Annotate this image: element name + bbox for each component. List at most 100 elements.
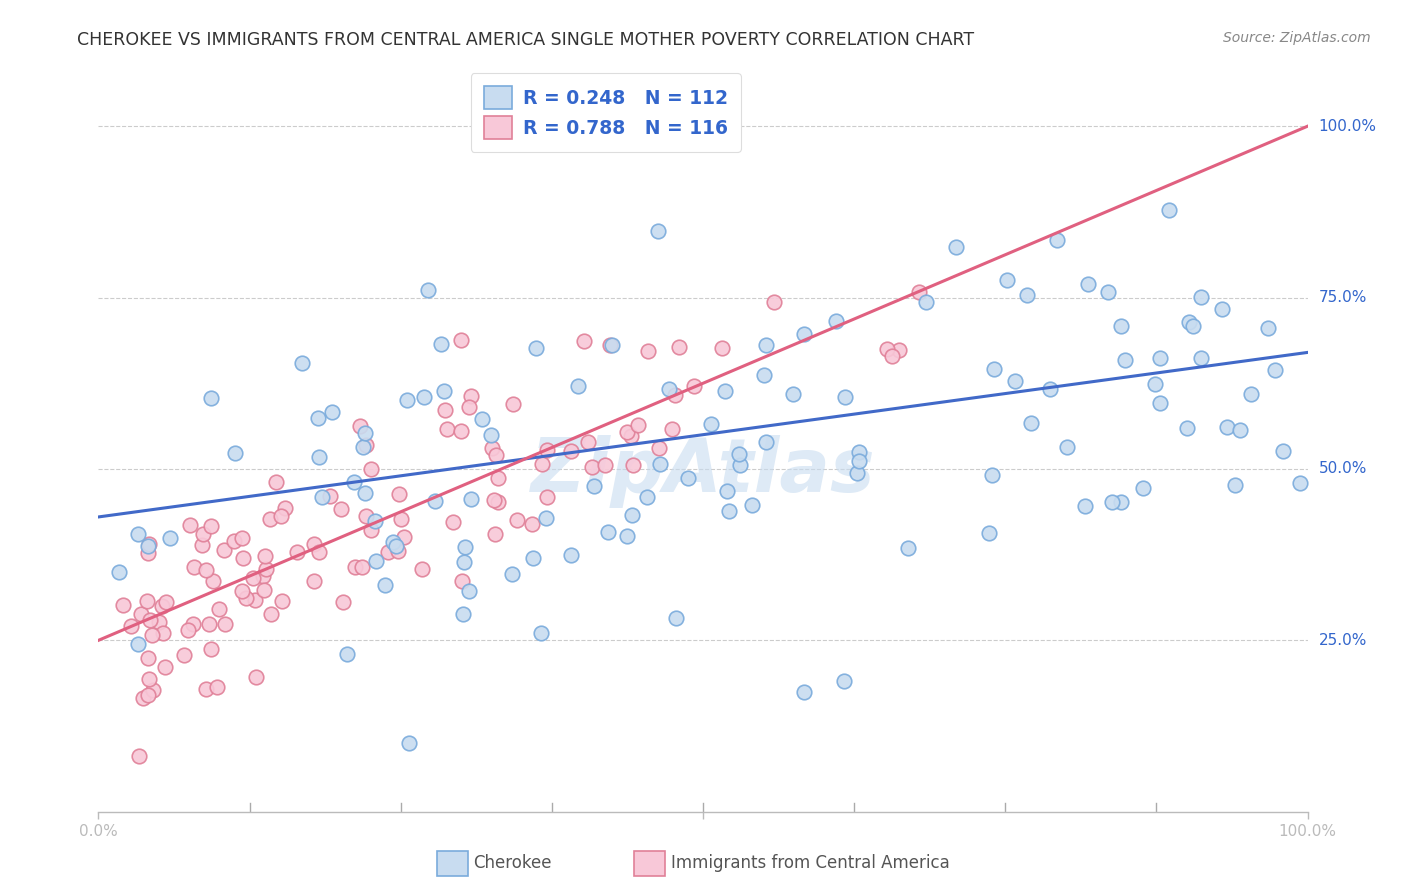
Point: [141, 628, 163, 642]
Point: [433, 384, 456, 399]
Point: [593, 458, 616, 473]
Point: [193, 527, 215, 541]
Point: [1114, 353, 1136, 368]
Point: [354, 425, 377, 440]
Point: [120, 619, 142, 633]
Point: [502, 397, 524, 411]
Text: 75.0%: 75.0%: [1319, 290, 1367, 305]
Point: [1056, 440, 1078, 454]
Point: [441, 515, 464, 529]
Point: [848, 454, 870, 468]
Point: [1257, 321, 1279, 335]
Point: [717, 504, 740, 518]
Point: [793, 327, 815, 342]
Point: [129, 607, 152, 621]
Point: [354, 486, 377, 500]
Point: [311, 490, 333, 504]
Point: [876, 342, 898, 356]
Point: [727, 447, 749, 461]
Point: [319, 489, 342, 503]
Point: [453, 607, 475, 622]
Point: [343, 560, 366, 574]
Point: [350, 560, 373, 574]
Point: [887, 343, 910, 358]
Point: [450, 333, 472, 347]
Point: [382, 535, 405, 549]
Point: [349, 419, 371, 434]
Point: [741, 499, 763, 513]
Point: [131, 690, 153, 705]
Point: [1223, 478, 1246, 492]
Point: [560, 548, 582, 562]
Point: [458, 400, 481, 414]
Point: [1157, 203, 1180, 218]
Point: [1074, 499, 1097, 513]
Point: [678, 470, 700, 484]
Point: [664, 388, 686, 402]
Text: Cherokee: Cherokee: [474, 855, 553, 872]
Point: [1149, 395, 1171, 409]
Point: [138, 673, 160, 687]
Point: [354, 508, 377, 523]
Point: [307, 410, 329, 425]
Point: [200, 392, 222, 406]
Point: [1101, 495, 1123, 509]
Point: [522, 551, 544, 566]
Point: [530, 457, 553, 471]
Text: CHEROKEE VS IMMIGRANTS FROM CENTRAL AMERICA SINGLE MOTHER POVERTY CORRELATION CH: CHEROKEE VS IMMIGRANTS FROM CENTRAL AMER…: [77, 31, 974, 49]
Point: [392, 529, 415, 543]
Point: [214, 616, 236, 631]
Point: [460, 389, 482, 403]
Point: [536, 490, 558, 504]
Point: [308, 450, 330, 464]
Point: [155, 594, 177, 608]
Point: [668, 340, 690, 354]
Text: ZipAtlas: ZipAtlas: [530, 434, 876, 508]
Point: [453, 555, 475, 569]
Point: [411, 562, 433, 576]
Point: [332, 594, 354, 608]
Point: [253, 583, 276, 598]
Point: [242, 571, 264, 585]
Point: [434, 402, 457, 417]
Point: [576, 434, 599, 449]
Point: [253, 549, 276, 564]
Point: [484, 527, 506, 541]
Point: [647, 224, 669, 238]
Point: [880, 349, 903, 363]
Point: [336, 647, 359, 661]
Point: [1109, 495, 1132, 509]
Point: [412, 390, 434, 404]
Point: [600, 338, 623, 352]
Point: [352, 441, 374, 455]
Point: [908, 285, 931, 300]
Point: [360, 523, 382, 537]
Point: [627, 418, 650, 433]
Point: [471, 411, 494, 425]
Point: [832, 673, 855, 688]
Point: [574, 334, 596, 349]
Point: [486, 471, 509, 485]
Point: [567, 379, 589, 393]
Point: [460, 491, 482, 506]
Point: [1149, 351, 1171, 365]
Point: [534, 510, 557, 524]
Point: [159, 531, 181, 545]
Text: 100.0%: 100.0%: [1319, 119, 1376, 134]
Point: [755, 434, 778, 449]
Point: [560, 443, 582, 458]
Point: [524, 341, 547, 355]
Point: [150, 599, 173, 613]
Point: [450, 425, 472, 439]
Point: [1097, 285, 1119, 299]
Point: [1189, 290, 1212, 304]
Point: [259, 512, 281, 526]
Point: [1216, 420, 1239, 434]
Point: [637, 344, 659, 359]
Point: [714, 384, 737, 399]
Point: [195, 681, 218, 696]
Point: [1077, 277, 1099, 292]
Point: [834, 390, 856, 404]
Point: [136, 546, 159, 560]
Point: [138, 537, 160, 551]
